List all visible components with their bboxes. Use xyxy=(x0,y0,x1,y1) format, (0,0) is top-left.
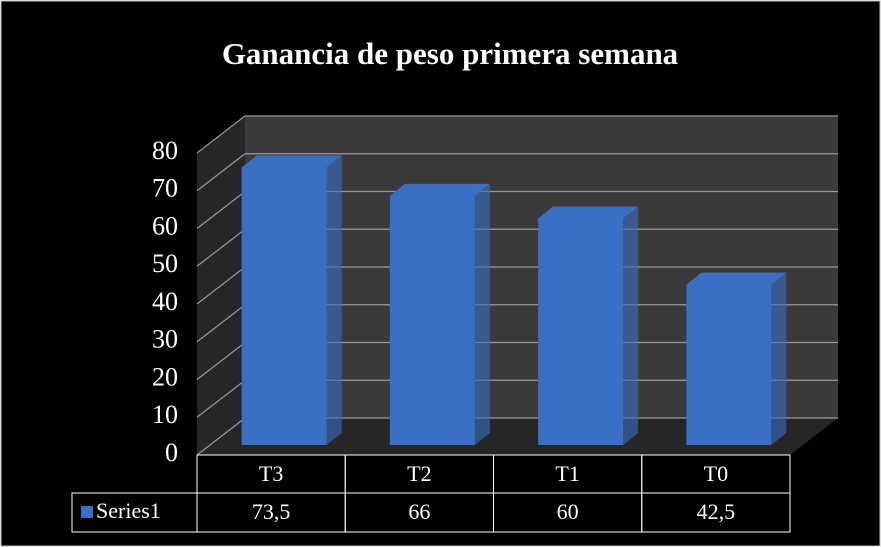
data-label: 73,5 xyxy=(252,499,291,524)
y-tick-label: 60 xyxy=(152,211,178,240)
data-label: 66 xyxy=(408,499,430,524)
bar xyxy=(686,284,772,445)
grid-line xyxy=(196,115,838,154)
y-tick-label: 70 xyxy=(152,174,178,203)
bar xyxy=(538,218,624,445)
bar-top xyxy=(538,206,639,219)
table-cell xyxy=(641,492,791,533)
bar-top xyxy=(241,155,342,168)
data-label: 60 xyxy=(557,499,579,524)
y-tick-label: 0 xyxy=(165,438,178,467)
grid-line xyxy=(196,153,838,192)
y-tick-label: 30 xyxy=(152,325,178,354)
bar-side xyxy=(771,272,787,445)
bar-side xyxy=(326,155,342,445)
bar-top xyxy=(389,183,490,196)
y-tick-label: 80 xyxy=(152,136,178,165)
x-tick-label: T0 xyxy=(704,461,728,486)
bar-top xyxy=(686,272,787,285)
y-tick-label: 40 xyxy=(152,287,178,316)
x-tick-label: T2 xyxy=(407,461,431,486)
y-tick-label: 50 xyxy=(152,249,178,278)
floor xyxy=(197,418,838,455)
bar xyxy=(389,195,475,445)
bar-side xyxy=(474,183,490,445)
data-label: 42,5 xyxy=(697,499,736,524)
x-tick-label: T3 xyxy=(259,461,283,486)
legend-label: Series1 xyxy=(96,498,161,523)
y-tick-label: 10 xyxy=(152,400,178,429)
x-tick-label: T1 xyxy=(555,461,579,486)
chart-title: Ganancia de peso primera semana xyxy=(222,36,679,71)
bar-side xyxy=(623,206,639,445)
y-tick-label: 20 xyxy=(152,362,178,391)
bar xyxy=(241,167,327,445)
legend-swatch xyxy=(81,506,93,518)
